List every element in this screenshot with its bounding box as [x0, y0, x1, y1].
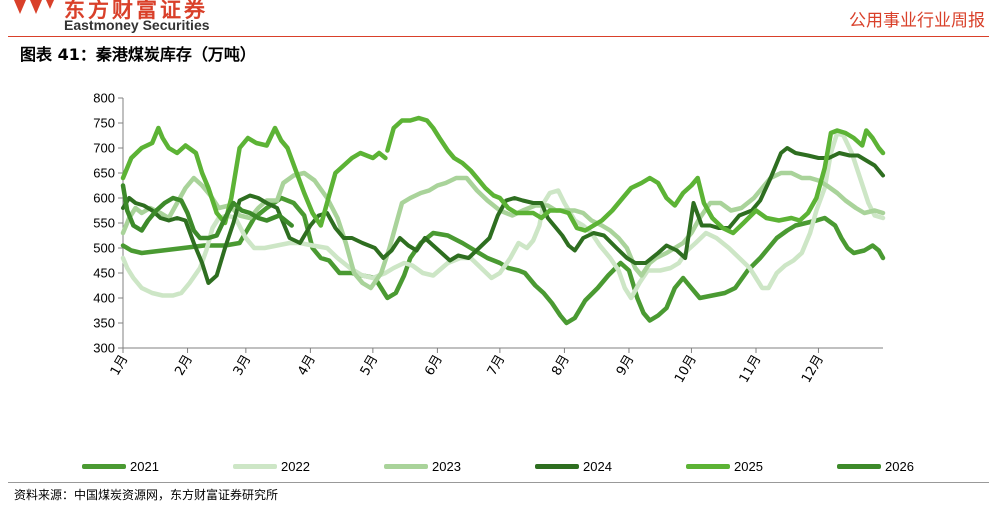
x-tick-label: 12月	[799, 353, 827, 386]
y-tick-label: 300	[93, 341, 115, 356]
x-tick-label: 4月	[295, 353, 319, 379]
figure-title: 图表 41：秦港煤炭库存（万吨）	[20, 45, 256, 64]
legend-swatch	[233, 463, 277, 469]
x-tick-label: 6月	[422, 353, 446, 379]
y-tick-label: 750	[93, 116, 115, 131]
y-tick-label: 400	[93, 291, 115, 306]
logo-chinese-name: 东方财富证券	[64, 0, 208, 22]
x-tick-label: 9月	[614, 353, 638, 379]
header-divider	[8, 36, 989, 37]
legend-label: 2024	[583, 458, 612, 474]
legend-label: 2026	[885, 458, 914, 474]
legend-label: 2022	[281, 458, 310, 474]
legend-item-2021: 2021	[82, 455, 159, 477]
legend-swatch	[837, 463, 881, 469]
legend-swatch	[82, 463, 126, 469]
x-tick-label: 7月	[485, 353, 509, 379]
x-tick-label: 10月	[672, 353, 700, 386]
legend-item-2023: 2023	[384, 455, 461, 477]
legend-item-2025: 2025	[686, 455, 763, 477]
legend-label: 2025	[734, 458, 763, 474]
legend-item-2024: 2024	[535, 455, 612, 477]
y-tick-label: 350	[93, 316, 115, 331]
series-line-2021	[120, 195, 886, 326]
y-tick-label: 650	[93, 166, 115, 181]
logo-mark-icon	[14, 0, 54, 14]
report-type-label: 公用事业行业周报	[849, 11, 985, 31]
y-tick-label: 600	[93, 191, 115, 206]
legend-item-2022: 2022	[233, 455, 310, 477]
legend-label: 2021	[130, 458, 159, 474]
y-tick-label: 700	[93, 141, 115, 156]
legend-swatch	[535, 463, 579, 469]
x-tick-label: 1月	[108, 353, 132, 379]
logo-english-name: Eastmoney Securities	[64, 17, 210, 33]
series-line-2024	[121, 146, 885, 285]
x-tick-label: 8月	[549, 353, 573, 379]
footer-divider	[8, 482, 989, 483]
chart-legend: 2021 2022 2023 2024 2025 2026	[0, 455, 997, 477]
series-line-2026	[120, 183, 294, 241]
x-tick-label: 2月	[172, 353, 196, 379]
y-tick-label: 500	[93, 241, 115, 256]
y-tick-label: 550	[93, 216, 115, 231]
x-tick-label: 5月	[358, 353, 382, 379]
series-line-2022	[120, 130, 886, 301]
x-tick-label: 3月	[231, 353, 255, 379]
legend-swatch	[384, 463, 428, 469]
line-chart: 300 350 400 450 500 550 600 650 700 750 800 1月 2月 3月 4…	[93, 91, 886, 386]
source-note: 资料来源：中国煤炭资源网，东方财富证券研究所	[14, 488, 279, 502]
legend-label: 2023	[432, 458, 461, 474]
brand-logo: 东方财富证券 Eastmoney Securities	[8, 0, 248, 38]
legend-item-2026: 2026	[837, 455, 914, 477]
y-tick-label: 800	[93, 91, 115, 106]
x-tick-label: 11月	[737, 353, 765, 386]
legend-swatch	[686, 463, 730, 469]
series-line-2025	[120, 115, 886, 236]
y-tick-label: 450	[93, 266, 115, 281]
